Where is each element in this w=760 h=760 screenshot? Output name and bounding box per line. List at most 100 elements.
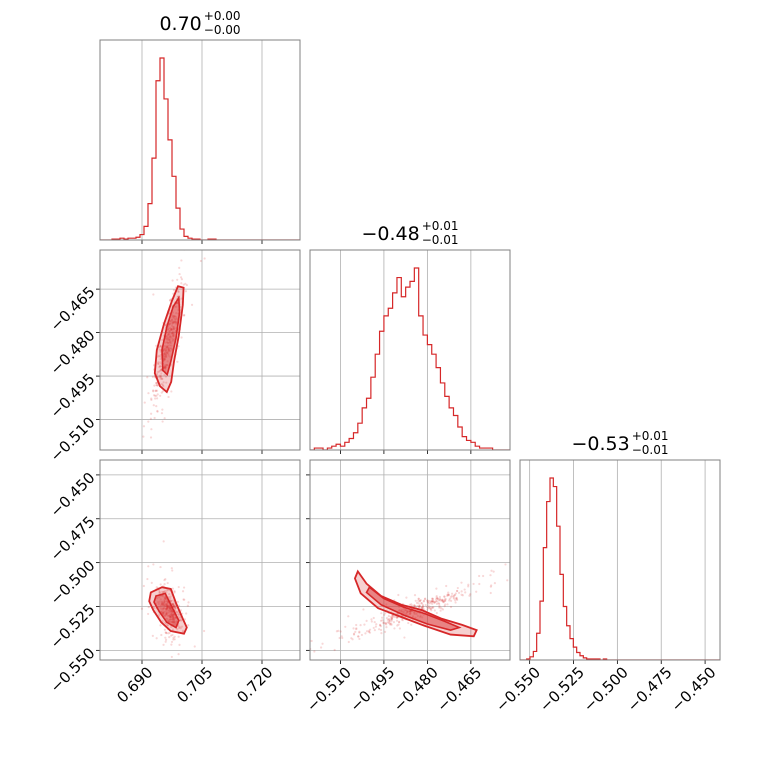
scatter-point — [357, 635, 360, 638]
scatter-point — [161, 604, 164, 607]
scatter-point — [158, 375, 161, 378]
scatter-point — [167, 348, 170, 351]
scatter-point — [421, 616, 424, 619]
scatter-point — [429, 600, 432, 604]
scatter-point — [166, 624, 170, 627]
scatter-point — [418, 599, 421, 603]
scatter-point — [154, 397, 157, 400]
scatter-point — [147, 606, 150, 609]
scatter-point — [440, 599, 444, 602]
scatter-point — [393, 615, 396, 619]
scatter-point — [180, 669, 182, 671]
scatter-point — [340, 635, 343, 638]
scatter-point — [171, 316, 174, 319]
scatter-point — [147, 612, 150, 616]
scatter-point — [446, 603, 449, 606]
scatter-point — [184, 282, 187, 285]
scatter-point — [170, 342, 173, 345]
scatter-point — [375, 623, 378, 626]
scatter-point — [160, 633, 163, 637]
scatter-point — [165, 346, 169, 349]
scatter-point — [168, 344, 171, 347]
scatter-point — [482, 574, 485, 578]
scatter-point — [164, 349, 167, 352]
x-tick-label: −0.480 — [390, 663, 442, 715]
scatter-point — [441, 599, 445, 602]
scatter-point — [455, 597, 458, 600]
histogram-bar — [176, 208, 180, 240]
scatter-point — [385, 623, 388, 626]
scatter-point — [166, 605, 170, 608]
scatter-point — [364, 632, 367, 635]
scatter-point — [384, 612, 387, 615]
scatter-point — [454, 601, 457, 604]
histogram-bar — [453, 416, 457, 450]
scatter-point — [159, 377, 162, 380]
scatter-point — [171, 322, 174, 325]
scatter-point — [438, 598, 441, 601]
scatter-point — [388, 620, 391, 623]
scatter-point — [165, 349, 168, 352]
scatter-point — [399, 610, 403, 613]
scatter-point — [408, 612, 412, 615]
scatter-point — [170, 643, 173, 646]
scatter-point — [176, 600, 180, 604]
scatter-point — [175, 305, 178, 308]
scatter-point — [163, 364, 167, 367]
scatter-point — [379, 628, 383, 632]
scatter-point — [166, 606, 169, 609]
scatter-point — [154, 394, 157, 397]
scatter-point — [421, 606, 424, 609]
scatter-point — [152, 404, 155, 407]
scatter-point — [171, 340, 174, 343]
scatter-point — [429, 607, 432, 610]
scatter-point — [411, 615, 415, 618]
scatter-point — [347, 640, 350, 644]
scatter-point — [155, 637, 158, 640]
scatter-point — [163, 373, 166, 376]
scatter-point — [158, 374, 162, 377]
scatter-point — [163, 597, 167, 600]
scatter-point — [174, 318, 177, 321]
scatter-point — [172, 320, 176, 324]
scatter-point — [168, 620, 171, 623]
scatter-point — [170, 332, 173, 335]
scatter-point — [452, 594, 455, 598]
scatter-point — [161, 338, 164, 342]
scatter-point — [438, 595, 442, 599]
scatter-point — [388, 622, 391, 625]
scatter-point — [398, 609, 401, 612]
scatter-point — [170, 609, 173, 613]
scatter-point — [170, 614, 173, 617]
scatter-point — [418, 604, 421, 607]
scatter-point — [427, 604, 430, 607]
scatter-point — [430, 606, 434, 609]
scatter-point — [378, 628, 381, 631]
scatter-point — [171, 334, 175, 337]
scatter-point — [397, 620, 401, 624]
scatter-point — [162, 355, 166, 359]
scatter-point — [150, 581, 153, 585]
scatter-point — [472, 582, 475, 586]
scatter-point — [163, 357, 166, 360]
scatter-point — [165, 604, 168, 607]
histogram-bar — [152, 158, 156, 240]
scatter-point — [168, 609, 171, 612]
scatter-point — [390, 623, 393, 626]
scatter-point — [166, 607, 169, 610]
scatter-point — [373, 629, 376, 632]
scatter-point — [160, 590, 164, 593]
scatter-point — [185, 612, 188, 615]
x-tick-label: −0.465 — [433, 663, 485, 715]
density-content-0-2 — [140, 540, 206, 671]
title-minus: −0.01 — [632, 443, 669, 457]
scatter-point — [164, 609, 167, 613]
scatter-point — [162, 607, 165, 610]
scatter-point — [389, 623, 392, 626]
scatter-point — [180, 336, 183, 339]
scatter-point — [168, 335, 171, 339]
scatter-point — [402, 608, 405, 611]
scatter-point — [381, 616, 384, 619]
scatter-point — [170, 328, 173, 332]
scatter-point — [452, 597, 456, 600]
